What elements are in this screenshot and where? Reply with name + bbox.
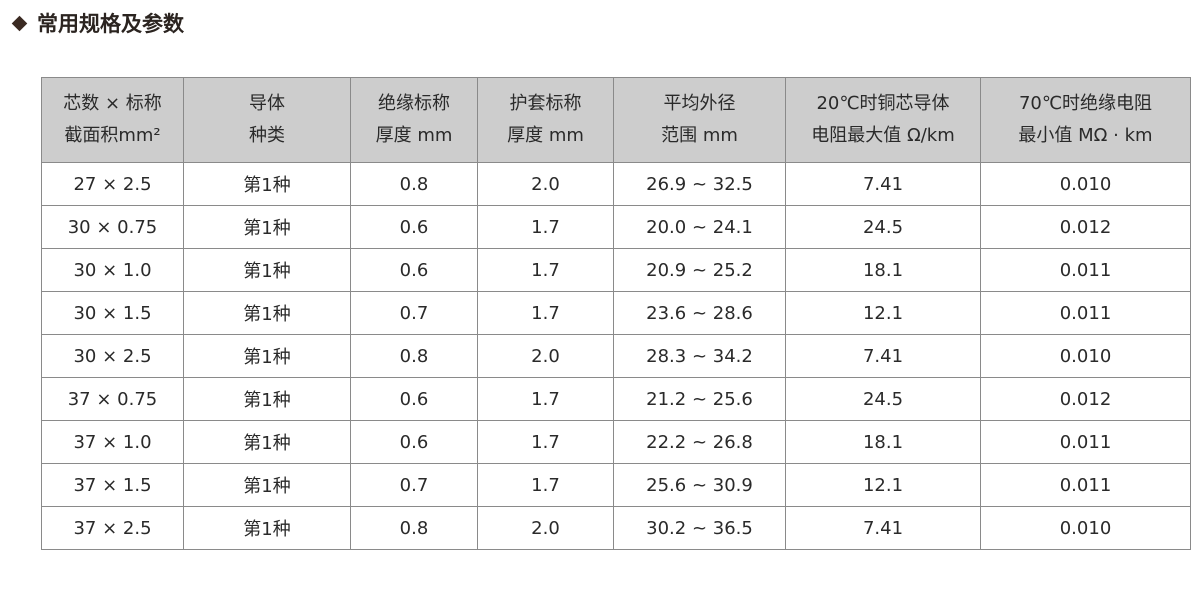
table-cell: 第1种 [183, 162, 351, 206]
table-cell: 0.7 [350, 291, 478, 335]
table-cell: 20.0 ~ 24.1 [613, 205, 786, 249]
column-header: 芯数 × 标称 截面积mm² [41, 77, 184, 163]
table-cell: 28.3 ~ 34.2 [613, 334, 786, 378]
column-header: 20℃时铜芯导体 电阻最大值 Ω/km [785, 77, 981, 163]
table-row: 30 × 2.5 第1种 0.8 2.0 28.3 ~ 34.2 7.41 0.010 [41, 334, 1191, 378]
table-header-row: 芯数 × 标称 截面积mm² 导体 种类 绝缘标称 厚度 mm 护套标称 厚度 mm 平均外径范… [41, 77, 1191, 163]
table-cell: 第1种 [183, 463, 351, 507]
table-cell: 7.41 [785, 334, 981, 378]
table-cell: 第1种 [183, 205, 351, 249]
column-header-line: 平均外径 [663, 93, 736, 114]
table-cell: 0.6 [350, 248, 478, 292]
table-cell: 37 × 2.5 [41, 506, 184, 550]
table-cell: 0.8 [350, 334, 478, 378]
table-cell: 22.2 ~ 26.8 [613, 420, 786, 464]
column-header-line: 芯数 × 标称 [63, 93, 162, 114]
spec-table: 芯数 × 标称 截面积mm² 导体 种类 绝缘标称 厚度 mm 护套标称 厚度 mm 平均外径范… [41, 77, 1191, 550]
column-header-line: 护套标称 [509, 93, 582, 114]
table-cell: 30 × 1.0 [41, 248, 184, 292]
table-cell: 37 × 1.0 [41, 420, 184, 464]
column-header-line: 最小值 MΩ · km [1018, 125, 1153, 146]
column-header-line: 70℃时绝缘电阻 [1018, 93, 1153, 114]
table-row: 37 × 2.5 第1种 0.8 2.0 30.2 ~ 36.5 7.41 0.010 [41, 506, 1191, 550]
table-cell: 0.6 [350, 377, 478, 421]
table-cell: 18.1 [785, 420, 981, 464]
table-cell: 37 × 0.75 [41, 377, 184, 421]
table-cell: 30 × 0.75 [41, 205, 184, 249]
table-cell: 25.6 ~ 30.9 [613, 463, 786, 507]
table-cell: 1.7 [477, 377, 614, 421]
table-row: 37 × 0.75 第1种 0.6 1.7 21.2 ~ 25.6 24.5 0.012 [41, 377, 1191, 421]
column-header-line: 导体 [249, 93, 285, 114]
table-cell: 0.011 [980, 463, 1191, 507]
column-header: 护套标称厚度 mm [477, 77, 614, 163]
table-cell: 20.9 ~ 25.2 [613, 248, 786, 292]
column-header-line: 电阻最大值 Ω/km [811, 125, 955, 146]
section-title-text: 常用规格及参数 [37, 12, 184, 36]
column-header-line: 种类 [249, 125, 285, 146]
table-cell: 30.2 ~ 36.5 [613, 506, 786, 550]
table-row: 37 × 1.0 第1种 0.6 1.7 22.2 ~ 26.8 18.1 0.011 [41, 420, 1191, 464]
table-cell: 12.1 [785, 291, 981, 335]
table-cell: 第1种 [183, 377, 351, 421]
column-header-line: 截面积mm² [64, 125, 161, 146]
table-cell: 2.0 [477, 334, 614, 378]
table-cell: 1.7 [477, 205, 614, 249]
column-header-line: 厚度 mm [375, 125, 453, 146]
table-cell: 0.012 [980, 377, 1191, 421]
table-cell: 12.1 [785, 463, 981, 507]
table-cell: 0.010 [980, 162, 1191, 206]
column-header: 导体 种类 [183, 77, 351, 163]
table-cell: 0.011 [980, 420, 1191, 464]
column-header-line: 范围 mm [661, 125, 738, 146]
table-cell: 第1种 [183, 334, 351, 378]
table-cell: 第1种 [183, 248, 351, 292]
table-row: 30 × 1.0 第1种 0.6 1.7 20.9 ~ 25.2 18.1 0.011 [41, 248, 1191, 292]
table-cell: 30 × 1.5 [41, 291, 184, 335]
table-row: 37 × 1.5 第1种 0.7 1.7 25.6 ~ 30.9 12.1 0.011 [41, 463, 1191, 507]
table-cell: 24.5 [785, 205, 981, 249]
table-cell: 0.8 [350, 506, 478, 550]
section-title: 常用规格及参数 [10, 8, 184, 38]
table-cell: 0.8 [350, 162, 478, 206]
table-cell: 第1种 [183, 506, 351, 550]
table-cell: 24.5 [785, 377, 981, 421]
table-cell: 1.7 [477, 420, 614, 464]
table-cell: 1.7 [477, 248, 614, 292]
table-cell: 7.41 [785, 506, 981, 550]
table-cell: 0.011 [980, 291, 1191, 335]
table-cell: 1.7 [477, 291, 614, 335]
table-cell: 2.0 [477, 162, 614, 206]
table-cell: 7.41 [785, 162, 981, 206]
diamond-bullet-icon [11, 15, 28, 31]
table-cell: 0.011 [980, 248, 1191, 292]
column-header-line: 20℃时铜芯导体 [816, 93, 950, 114]
table-cell: 0.010 [980, 506, 1191, 550]
table-cell: 第1种 [183, 291, 351, 335]
table-cell: 26.9 ~ 32.5 [613, 162, 786, 206]
table-row: 30 × 0.75 第1种 0.6 1.7 20.0 ~ 24.1 24.5 0.012 [41, 205, 1191, 249]
column-header-line: 绝缘标称 [378, 93, 450, 114]
table-cell: 18.1 [785, 248, 981, 292]
column-header-line: 厚度 mm [507, 125, 584, 146]
table-cell: 21.2 ~ 25.6 [613, 377, 786, 421]
table-cell: 1.7 [477, 463, 614, 507]
table-cell: 第1种 [183, 420, 351, 464]
table-cell: 2.0 [477, 506, 614, 550]
table-cell: 0.6 [350, 420, 478, 464]
table-cell: 30 × 2.5 [41, 334, 184, 378]
table-cell: 27 × 2.5 [41, 162, 184, 206]
table-row: 27 × 2.5 第1种 0.8 2.0 26.9 ~ 32.5 7.41 0.010 [41, 162, 1191, 206]
column-header: 绝缘标称厚度 mm [350, 77, 478, 163]
table-row: 30 × 1.5 第1种 0.7 1.7 23.6 ~ 28.6 12.1 0.011 [41, 291, 1191, 335]
table-cell: 0.6 [350, 205, 478, 249]
table-cell: 37 × 1.5 [41, 463, 184, 507]
column-header: 平均外径范围 mm [613, 77, 786, 163]
table-cell: 0.010 [980, 334, 1191, 378]
table-cell: 0.7 [350, 463, 478, 507]
table-cell: 0.012 [980, 205, 1191, 249]
column-header: 70℃时绝缘电阻 最小值 MΩ · km [980, 77, 1191, 163]
table-cell: 23.6 ~ 28.6 [613, 291, 786, 335]
